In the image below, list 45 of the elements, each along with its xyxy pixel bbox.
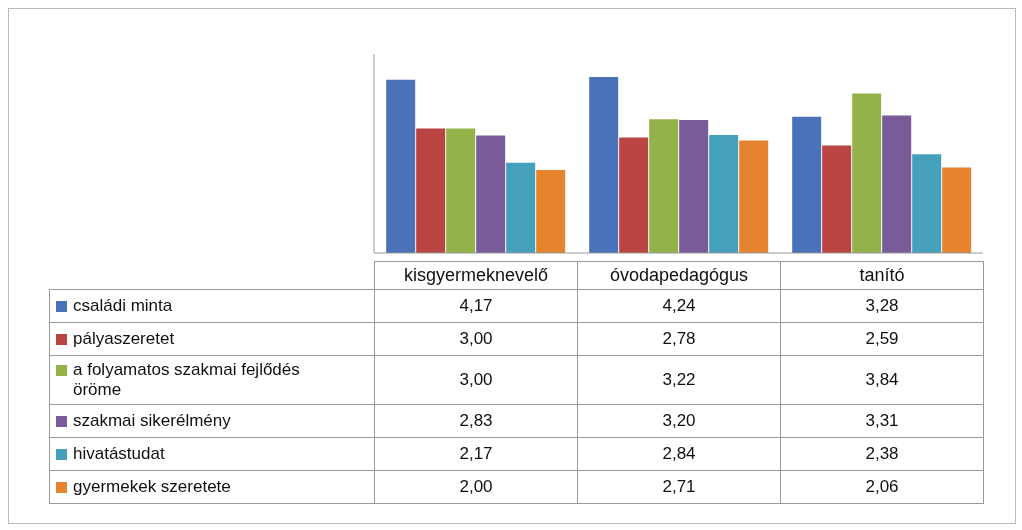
- data-label: 3,31: [780, 404, 984, 438]
- legend-label: gyermekek szeretete: [73, 477, 232, 497]
- data-label: 3,20: [577, 404, 781, 438]
- data-label: 4,24: [577, 289, 781, 323]
- bar: [942, 167, 972, 253]
- bar: [476, 135, 506, 253]
- legend-label: hivatástudat: [73, 444, 166, 464]
- data-label: 2,17: [374, 437, 578, 471]
- bar: [536, 169, 566, 253]
- x-tick-label: tanító: [780, 261, 984, 290]
- data-label: 2,78: [577, 322, 781, 356]
- bar: [506, 162, 536, 253]
- x-tick-label: kisgyermeknevelő: [374, 261, 578, 290]
- legend-label: pályaszeretet: [73, 329, 176, 349]
- bar: [679, 120, 709, 253]
- x-tick-label: óvodapedagógus: [577, 261, 781, 290]
- bar: [792, 116, 822, 253]
- data-label: 2,38: [780, 437, 984, 471]
- bar: [852, 93, 882, 253]
- bar: [446, 128, 476, 253]
- data-label: 4,17: [374, 289, 578, 323]
- bar: [619, 137, 649, 253]
- bar: [709, 135, 739, 253]
- data-label: 2,84: [577, 437, 781, 471]
- data-label: 3,00: [374, 355, 578, 405]
- bar: [739, 140, 769, 253]
- data-label: 2,00: [374, 470, 578, 504]
- data-label: 3,84: [780, 355, 984, 405]
- bar: [912, 154, 942, 253]
- data-label: 2,06: [780, 470, 984, 504]
- bar: [649, 119, 679, 253]
- data-label: 2,71: [577, 470, 781, 504]
- data-label: 3,00: [374, 322, 578, 356]
- legend-label: szakmai sikerélmény: [73, 411, 232, 431]
- bar: [386, 79, 416, 253]
- bar: [822, 145, 852, 253]
- legend-label: családi minta: [73, 296, 174, 316]
- bar: [589, 76, 619, 253]
- data-label: 2,59: [780, 322, 984, 356]
- bar: [882, 115, 912, 253]
- data-label: 3,22: [577, 355, 781, 405]
- data-label: 3,28: [780, 289, 984, 323]
- data-label: 2,83: [374, 404, 578, 438]
- bar: [416, 128, 446, 253]
- legend-label: a folyamatos szakmai fejlődés öröme: [73, 360, 301, 400]
